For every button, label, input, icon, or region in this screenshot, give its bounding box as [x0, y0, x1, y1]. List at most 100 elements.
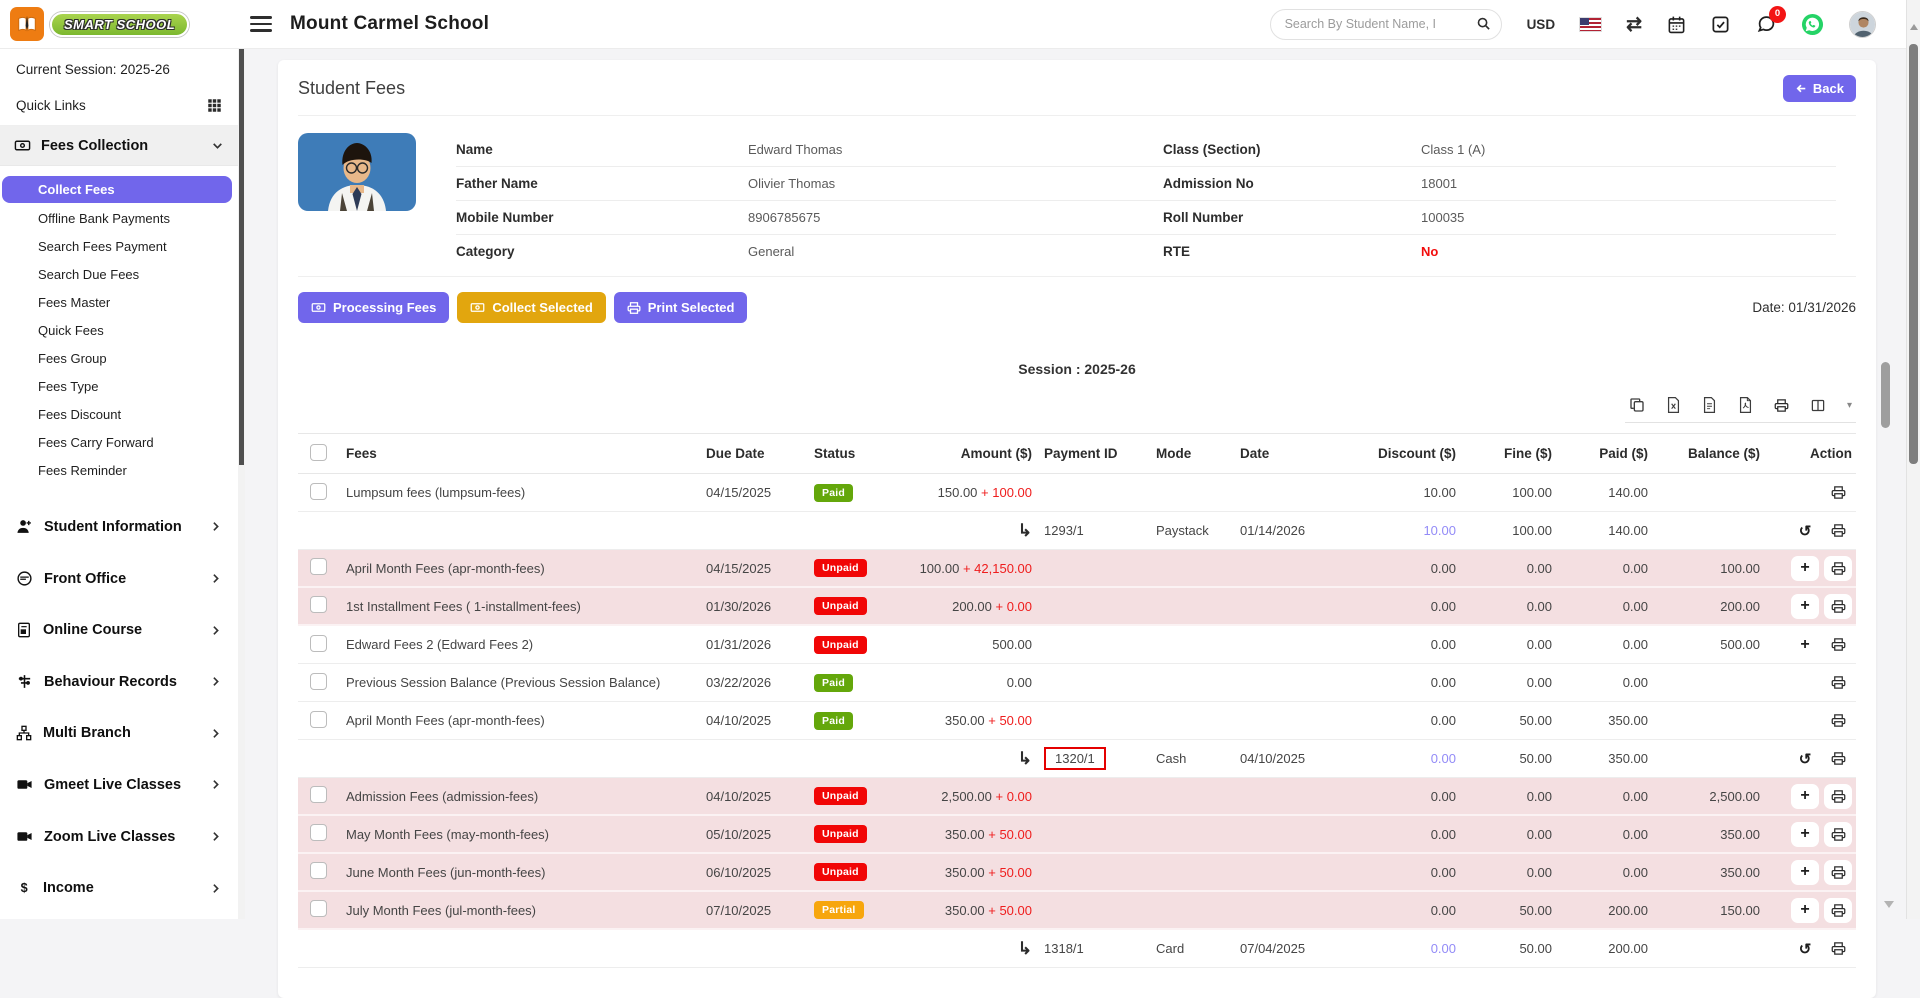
sidebar-section-fees-collection[interactable]: Fees Collection	[0, 126, 238, 166]
cell-payment-id	[1038, 564, 1150, 572]
pdf-file-export-icon[interactable]	[1738, 397, 1753, 413]
dropdown-caret-icon[interactable]: ▾	[1847, 400, 1852, 411]
search-icon[interactable]	[1476, 16, 1491, 31]
print-row-button[interactable]	[1824, 670, 1852, 695]
print-row-button[interactable]	[1824, 708, 1852, 733]
sidebar-item-offline-bank-payments[interactable]: Offline Bank Payments	[0, 205, 238, 232]
excel-file-export-icon[interactable]	[1666, 397, 1681, 413]
row-checkbox[interactable]	[310, 824, 327, 841]
row-checkbox[interactable]	[310, 558, 327, 575]
checkbox-cell	[298, 527, 340, 535]
content-scrollbar-thumb[interactable]	[1881, 362, 1890, 428]
add-fee-button[interactable]: +	[1791, 822, 1819, 847]
add-fee-button[interactable]: +	[1791, 784, 1819, 809]
sidebar-section-online-course[interactable]: Online Course	[0, 608, 238, 652]
processing-fees-button[interactable]: Processing Fees	[298, 292, 449, 323]
status-badge: Paid	[814, 674, 853, 692]
current-date-label: Date: 01/31/2026	[1752, 300, 1856, 315]
app-logo[interactable]: SMART SCHOOL	[0, 7, 238, 41]
currency-label[interactable]: USD	[1527, 17, 1556, 32]
sidebar-section-gmeet-live-classes[interactable]: Gmeet Live Classes	[0, 762, 238, 807]
print-row-button[interactable]	[1824, 480, 1852, 505]
add-fee-button[interactable]: +	[1791, 860, 1819, 885]
todo-task-icon[interactable]	[1711, 15, 1730, 34]
menu-toggle-icon[interactable]	[250, 16, 272, 32]
student-info-row: NameEdward ThomasClass (Section)Class 1 …	[456, 133, 1836, 167]
cell-fine: 0.00	[1462, 595, 1558, 618]
print-row-button[interactable]	[1824, 518, 1852, 543]
sidebar-item-quick-fees[interactable]: Quick Fees	[0, 317, 238, 344]
sidebar-section-behaviour-records[interactable]: Behaviour Records	[0, 659, 238, 704]
revert-payment-button[interactable]: ↺	[1791, 746, 1819, 771]
language-flag-icon[interactable]	[1580, 18, 1601, 31]
printer-icon	[1831, 903, 1846, 918]
columns-export-icon[interactable]	[1810, 398, 1826, 413]
row-checkbox[interactable]	[310, 711, 327, 728]
row-checkbox[interactable]	[310, 900, 327, 917]
select-all-checkbox[interactable]	[310, 444, 327, 461]
print-row-button[interactable]	[1824, 860, 1852, 885]
search-input[interactable]	[1270, 9, 1502, 40]
user-avatar[interactable]	[1849, 11, 1876, 38]
sidebar-item-fees-carry-forward[interactable]: Fees Carry Forward	[0, 429, 238, 456]
row-checkbox[interactable]	[310, 596, 327, 613]
sidebar-section-student-information[interactable]: Student Information	[0, 504, 238, 549]
sidebar-item-fees-reminder[interactable]: Fees Reminder	[0, 457, 238, 484]
chevron-right-icon	[209, 675, 222, 688]
sidebar-item-fees-group[interactable]: Fees Group	[0, 345, 238, 372]
cell-paid: 350.00	[1558, 709, 1654, 732]
cell-mode	[1150, 830, 1234, 838]
revert-payment-button[interactable]: ↺	[1791, 518, 1819, 543]
discount-value[interactable]: 0.00	[1431, 751, 1456, 766]
sidebar-item-fees-discount[interactable]: Fees Discount	[0, 401, 238, 428]
cell-balance	[1654, 527, 1766, 535]
page-scrollbar[interactable]	[1906, 0, 1920, 919]
print-row-button[interactable]	[1824, 746, 1852, 771]
print-row-button[interactable]	[1824, 784, 1852, 809]
whatsapp-icon[interactable]	[1801, 13, 1824, 36]
calendar-icon[interactable]	[1667, 15, 1686, 34]
revert-payment-button[interactable]: ↺	[1791, 936, 1819, 961]
back-button[interactable]: Back	[1783, 75, 1856, 102]
cell-due-date: 04/15/2025	[700, 557, 808, 580]
print-row-button[interactable]	[1824, 594, 1852, 619]
row-checkbox[interactable]	[310, 635, 327, 652]
discount-value[interactable]: 0.00	[1431, 941, 1456, 956]
messages-icon[interactable]: 0	[1755, 14, 1776, 35]
add-fee-button[interactable]: +	[1791, 632, 1819, 657]
printer-export-icon[interactable]	[1774, 398, 1789, 413]
sidebar-section-zoom-live-classes[interactable]: Zoom Live Classes	[0, 814, 238, 859]
cell-balance: 200.00	[1654, 595, 1766, 618]
sidebar-item-fees-type[interactable]: Fees Type	[0, 373, 238, 400]
discount-value: 0.00	[1431, 903, 1456, 918]
sidebar-item-search-fees-payment[interactable]: Search Fees Payment	[0, 233, 238, 260]
quick-links[interactable]: Quick Links	[0, 88, 238, 126]
sidebar-item-collect-fees[interactable]: Collect Fees	[2, 176, 232, 203]
print-row-button[interactable]	[1824, 632, 1852, 657]
row-checkbox[interactable]	[310, 483, 327, 500]
cell-date	[1234, 717, 1344, 725]
printer-icon	[1831, 827, 1846, 842]
discount-value[interactable]: 10.00	[1423, 523, 1456, 538]
sidebar-section-front-office[interactable]: Front Office	[0, 556, 238, 601]
sidebar-section-multi-branch[interactable]: Multi Branch	[0, 711, 238, 755]
row-checkbox[interactable]	[310, 673, 327, 690]
csv-file-export-icon[interactable]	[1702, 397, 1717, 413]
print-selected-button[interactable]: Print Selected	[614, 292, 748, 323]
content-scroll-down-icon[interactable]	[1884, 901, 1894, 908]
print-row-button[interactable]	[1824, 822, 1852, 847]
sidebar-section-income[interactable]: $Income	[0, 866, 238, 910]
switch-session-icon[interactable]: ⇄	[1626, 15, 1642, 34]
sidebar-item-search-due-fees[interactable]: Search Due Fees	[0, 261, 238, 288]
sidebar-scrollbar[interactable]	[238, 49, 245, 919]
print-row-button[interactable]	[1824, 556, 1852, 581]
copy-export-icon[interactable]	[1629, 397, 1645, 413]
cell-fine: 0.00	[1462, 861, 1558, 884]
collect-selected-button[interactable]: Collect Selected	[457, 292, 605, 323]
sidebar-item-fees-master[interactable]: Fees Master	[0, 289, 238, 316]
row-checkbox[interactable]	[310, 786, 327, 803]
row-checkbox[interactable]	[310, 862, 327, 879]
add-fee-button[interactable]: +	[1791, 594, 1819, 619]
print-row-button[interactable]	[1824, 936, 1852, 961]
add-fee-button[interactable]: +	[1791, 556, 1819, 581]
